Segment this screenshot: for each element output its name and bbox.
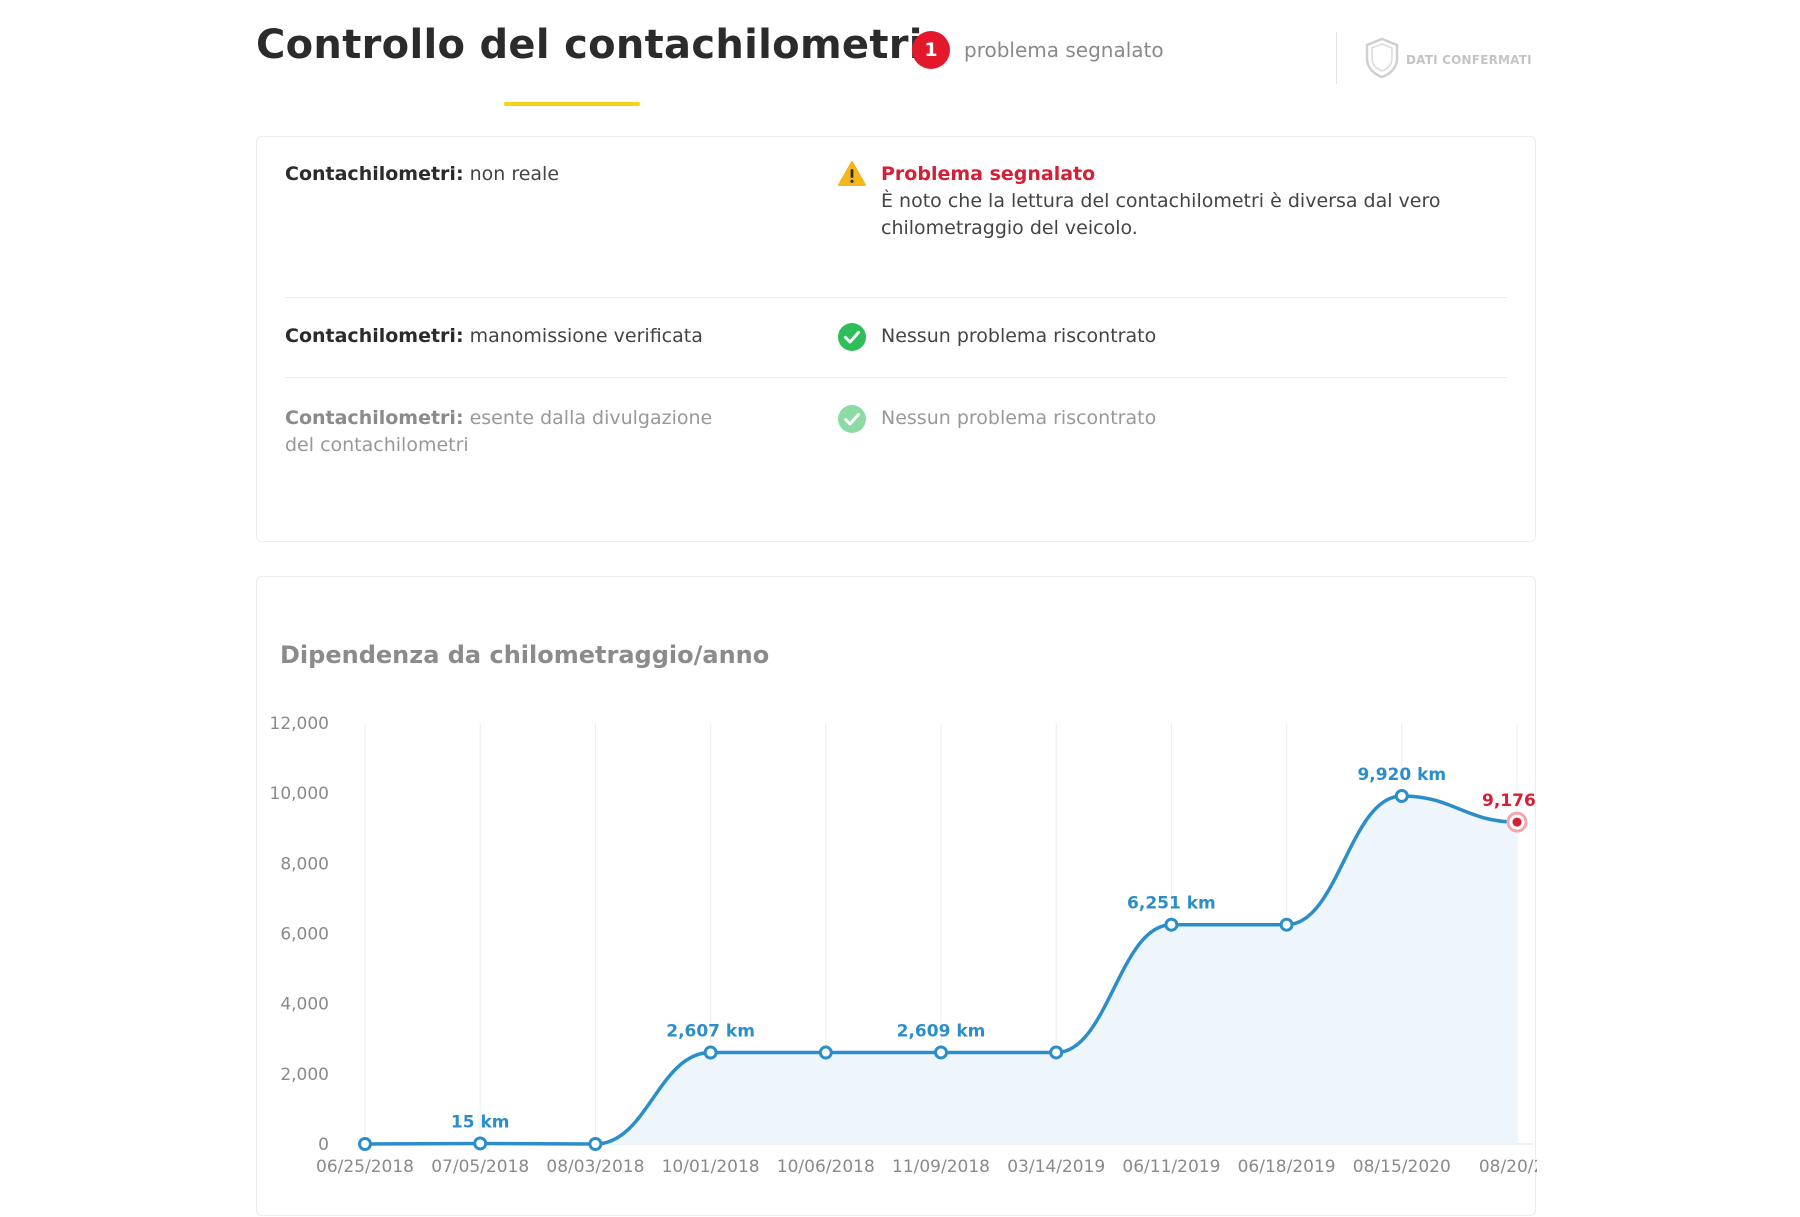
x-tick-label: 11/09/2018 — [892, 1157, 990, 1177]
x-tick-label: 06/18/2019 — [1238, 1157, 1336, 1177]
warning-icon — [837, 159, 867, 189]
x-tick-label: 07/05/2018 — [431, 1157, 529, 1177]
check-status-text: Nessun problema riscontrato — [881, 407, 1157, 429]
x-tick-label: 10/06/2018 — [777, 1157, 875, 1177]
data-point — [473, 1136, 488, 1151]
data-point — [818, 1045, 833, 1060]
series-line — [364, 794, 1518, 1146]
x-tick-label: 08/15/2020 — [1353, 1157, 1451, 1177]
mileage-chart-card: Dipendenza da chilometraggio/anno 0 2,000… — [256, 576, 1537, 1216]
check-circle-icon — [837, 404, 867, 434]
x-tick-label: 06/25/2018 — [316, 1157, 414, 1177]
check-circle-icon — [837, 322, 867, 352]
x-tick-label: 08/20/20 — [1479, 1157, 1537, 1177]
page-header: Controllo del contachilometri 1 problema… — [256, 18, 1538, 118]
check-name-value: non reale — [463, 163, 560, 185]
data-label: 9,920 km — [1357, 765, 1446, 785]
data-label: 2,607 km — [666, 1022, 755, 1042]
data-point — [1049, 1045, 1064, 1060]
x-tick-label: 03/14/2019 — [1007, 1157, 1105, 1177]
issue-count-label: problema segnalato — [964, 38, 1164, 62]
issue-count-badge: 1 — [912, 31, 950, 69]
y-tick-label: 12,000 — [270, 714, 329, 734]
x-tick-label: 06/11/2019 — [1122, 1157, 1220, 1177]
data-point — [1164, 917, 1179, 932]
mileage-line-chart: 0 2,000 4,000 6,000 8,000 10,000 12,000 06/25/2… — [270, 714, 1537, 1177]
title-underline — [504, 102, 640, 106]
header-divider — [1336, 32, 1337, 84]
data-point-alert — [1512, 817, 1522, 827]
x-tick-label: 10/01/2018 — [662, 1157, 760, 1177]
data-point — [588, 1137, 603, 1151]
confirmed-data-badge: DATI CONFERMATI — [1362, 36, 1532, 84]
check-name-label: Contachilometri: — [285, 325, 464, 347]
y-tick-label: 2,000 — [280, 1065, 329, 1085]
data-point — [934, 1045, 948, 1060]
data-point — [703, 1045, 718, 1060]
check-name: Contachilometri: manomissione verificata — [285, 323, 745, 350]
check-name: Contachilometri: esente dalla divulgazio… — [285, 405, 745, 459]
data-label: 15 km — [451, 1112, 510, 1132]
y-tick-label: 0 — [318, 1135, 329, 1155]
check-name: Contachilometri: non reale — [285, 161, 745, 188]
check-row: Contachilometri: esente dalla divulgazio… — [285, 377, 1507, 477]
data-label: 9,176 km — [1482, 791, 1537, 811]
check-status: Problema segnalato È noto che la lettura… — [881, 161, 1521, 242]
check-name-value: esente dalla divulgazione del contachilo… — [285, 407, 713, 456]
series-area — [365, 795, 1517, 1144]
shield-logo-icon — [1362, 36, 1402, 84]
check-name-label: Contachilometri: — [285, 163, 464, 185]
data-point — [1394, 788, 1409, 803]
problem-description: È noto che la lettura del contachilometr… — [881, 190, 1441, 239]
data-label: 2,609 km — [897, 1021, 986, 1041]
check-name-label: Contachilometri: — [285, 407, 464, 429]
data-point — [1279, 917, 1294, 932]
chart-title: Dipendenza da chilometraggio/anno — [280, 641, 770, 669]
odometer-checks-card: Contachilometri: non reale Problema segn… — [256, 136, 1536, 542]
y-tick-label: 4,000 — [280, 995, 329, 1015]
check-name-value: manomissione verificata — [463, 325, 703, 347]
problem-title: Problema segnalato — [881, 163, 1096, 185]
check-row: Contachilometri: non reale Problema segn… — [285, 161, 1507, 298]
check-status-text: Nessun problema riscontrato — [881, 325, 1157, 347]
y-tick-label: 10,000 — [270, 784, 329, 804]
y-tick-label: 6,000 — [280, 925, 329, 945]
y-tick-label: 8,000 — [280, 854, 329, 874]
data-label: 6,251 km — [1127, 894, 1216, 914]
check-row: Contachilometri: manomissione verificata… — [285, 297, 1507, 378]
data-point — [358, 1137, 372, 1151]
page-title: Controllo del contachilometri — [256, 22, 923, 68]
x-tick-label: 08/03/2018 — [546, 1157, 644, 1177]
confirmed-data-label: DATI CONFERMATI — [1406, 53, 1532, 67]
